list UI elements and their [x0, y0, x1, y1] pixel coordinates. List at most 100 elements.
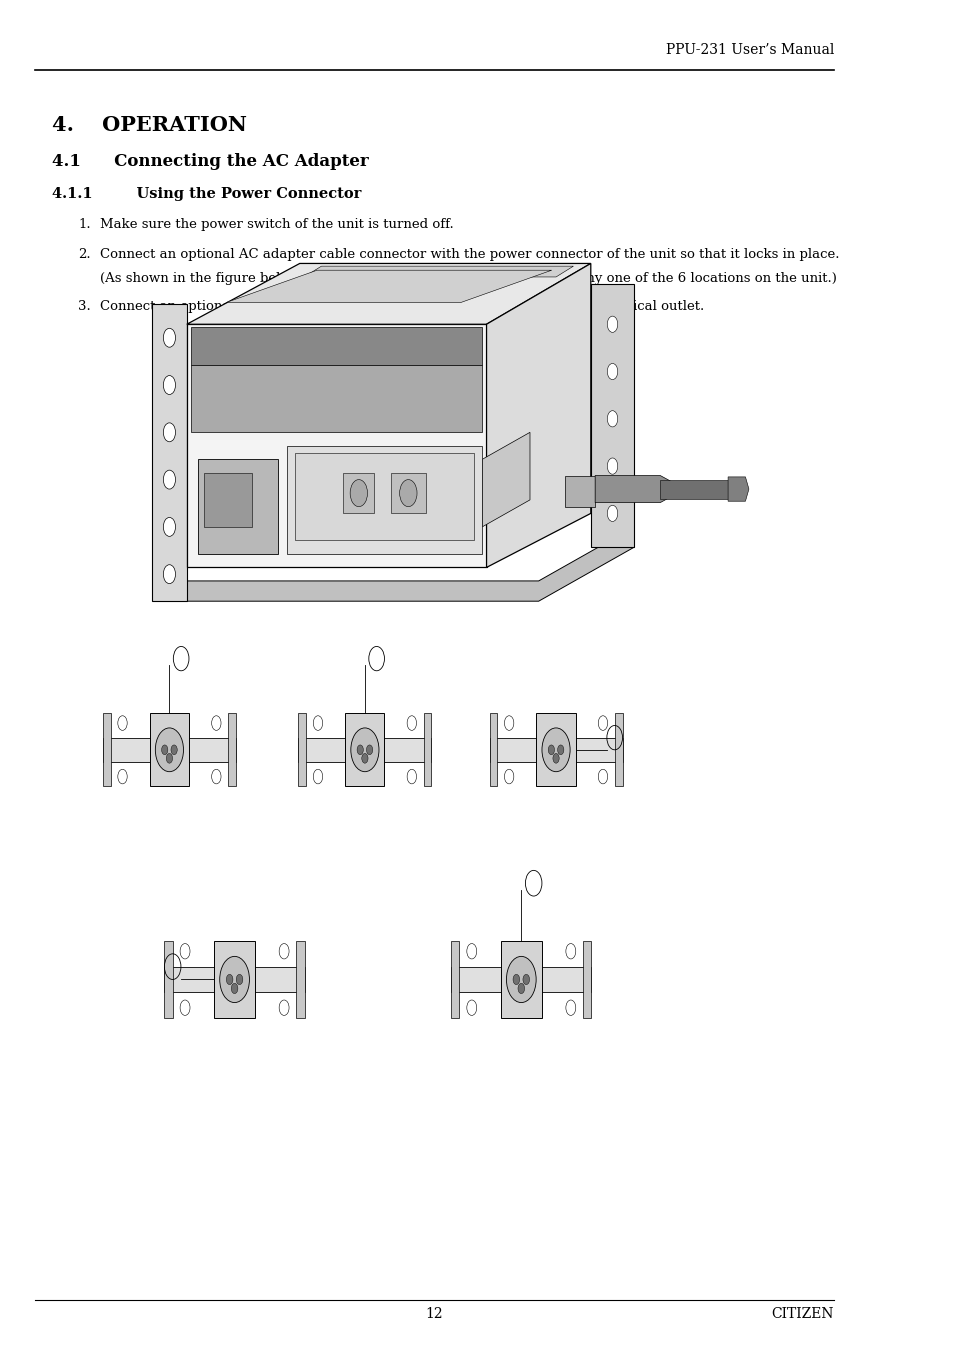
Circle shape [565, 1000, 576, 1016]
Polygon shape [564, 476, 595, 507]
Circle shape [557, 744, 563, 755]
Circle shape [163, 517, 175, 536]
Circle shape [541, 728, 570, 771]
Circle shape [513, 974, 519, 985]
Polygon shape [103, 738, 235, 762]
Circle shape [236, 974, 243, 985]
Polygon shape [165, 527, 634, 601]
Polygon shape [489, 713, 497, 786]
Text: PPU-231 User’s Manual: PPU-231 User’s Manual [665, 43, 833, 57]
Circle shape [117, 716, 127, 731]
Circle shape [231, 984, 237, 993]
Circle shape [313, 716, 322, 731]
Polygon shape [296, 940, 304, 1019]
Circle shape [607, 458, 618, 474]
Circle shape [279, 943, 289, 959]
Circle shape [407, 769, 416, 784]
Polygon shape [343, 473, 374, 513]
Polygon shape [152, 304, 187, 601]
Polygon shape [727, 477, 748, 501]
Circle shape [351, 728, 378, 771]
Circle shape [356, 744, 363, 755]
Polygon shape [298, 738, 431, 762]
Polygon shape [198, 459, 277, 554]
Polygon shape [536, 713, 575, 786]
Circle shape [117, 769, 127, 784]
Text: 4.1.1   Using the Power Connector: 4.1.1 Using the Power Connector [52, 188, 361, 201]
Polygon shape [295, 453, 473, 540]
Circle shape [212, 769, 221, 784]
Circle shape [565, 943, 576, 959]
Polygon shape [582, 940, 591, 1019]
Text: CITIZEN: CITIZEN [771, 1308, 833, 1321]
Circle shape [548, 744, 554, 755]
Polygon shape [481, 432, 530, 527]
Polygon shape [187, 324, 486, 567]
Circle shape [171, 744, 177, 755]
Circle shape [163, 328, 175, 347]
Polygon shape [500, 940, 541, 1019]
Circle shape [163, 376, 175, 394]
Circle shape [607, 363, 618, 380]
Polygon shape [228, 713, 235, 786]
Text: 1.: 1. [78, 218, 91, 231]
Text: 4.1  Connecting the AC Adapter: 4.1 Connecting the AC Adapter [52, 153, 369, 170]
Circle shape [466, 1000, 476, 1016]
Circle shape [163, 565, 175, 584]
Polygon shape [304, 266, 573, 277]
Polygon shape [164, 940, 172, 1019]
Circle shape [350, 480, 367, 507]
Circle shape [466, 943, 476, 959]
Circle shape [366, 744, 373, 755]
Polygon shape [451, 940, 459, 1019]
Circle shape [361, 754, 368, 763]
Circle shape [155, 728, 183, 771]
Circle shape [504, 716, 514, 731]
Polygon shape [489, 738, 622, 762]
Circle shape [212, 716, 221, 731]
Circle shape [161, 744, 168, 755]
Polygon shape [204, 473, 252, 527]
Polygon shape [423, 713, 431, 786]
Polygon shape [103, 713, 111, 786]
Polygon shape [226, 270, 551, 303]
Polygon shape [451, 967, 591, 992]
Polygon shape [595, 476, 677, 503]
Circle shape [504, 769, 514, 784]
Text: 2.: 2. [78, 247, 91, 261]
Circle shape [313, 769, 322, 784]
Polygon shape [213, 940, 255, 1019]
Circle shape [607, 411, 618, 427]
Circle shape [607, 316, 618, 332]
Polygon shape [298, 713, 306, 786]
Circle shape [226, 974, 233, 985]
Polygon shape [187, 263, 590, 324]
Polygon shape [345, 713, 384, 786]
Circle shape [598, 769, 607, 784]
Circle shape [598, 716, 607, 731]
Polygon shape [590, 284, 634, 547]
Circle shape [407, 716, 416, 731]
Polygon shape [614, 713, 622, 786]
Polygon shape [164, 967, 304, 992]
Text: Connect an optional AC power cord to the AC adapter and plug it into an electric: Connect an optional AC power cord to the… [100, 300, 703, 313]
Polygon shape [486, 263, 590, 567]
Text: 12: 12 [425, 1308, 443, 1321]
Text: Make sure the power switch of the unit is turned off.: Make sure the power switch of the unit i… [100, 218, 454, 231]
Circle shape [506, 957, 536, 1002]
Text: 3.: 3. [78, 300, 91, 313]
Polygon shape [391, 473, 425, 513]
Circle shape [219, 957, 249, 1002]
Circle shape [180, 1000, 190, 1016]
Polygon shape [191, 365, 481, 432]
Circle shape [553, 754, 558, 763]
Circle shape [166, 754, 172, 763]
Text: 4.  OPERATION: 4. OPERATION [52, 115, 247, 135]
Polygon shape [659, 480, 729, 499]
Circle shape [517, 984, 524, 993]
Text: Connect an optional AC adapter cable connector with the power connector of the u: Connect an optional AC adapter cable con… [100, 247, 839, 261]
Circle shape [399, 480, 416, 507]
Circle shape [522, 974, 529, 985]
Polygon shape [287, 446, 481, 554]
Circle shape [279, 1000, 289, 1016]
